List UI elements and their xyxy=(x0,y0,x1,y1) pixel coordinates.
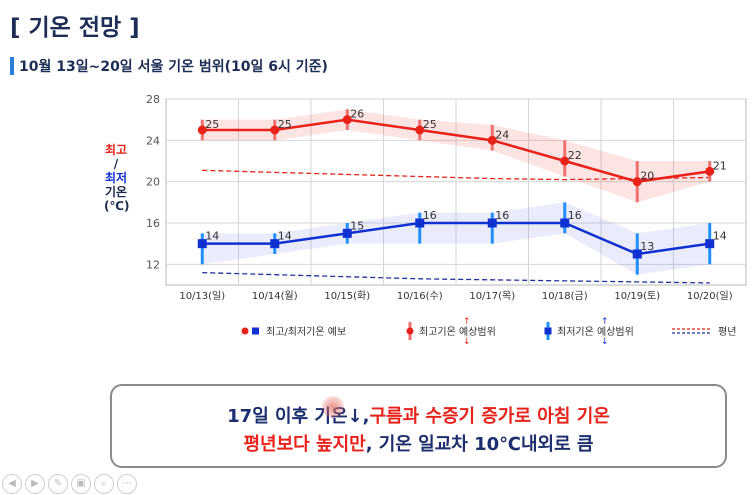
legend-min-down-arrow: ↓ xyxy=(601,337,609,347)
x-tick-label: 10/19(토) xyxy=(614,291,660,302)
legend-min-range-marker xyxy=(544,327,552,335)
min-temp-label: 14 xyxy=(713,230,727,243)
page-subtitle: 10월 13일~20일 서울 기온 범위(10일 6시 기준) xyxy=(19,59,328,75)
max-temp-line xyxy=(202,118,710,183)
legend-max-marker xyxy=(241,327,249,335)
subtitle-accent-bar xyxy=(10,57,14,75)
summary-note-box: 17일 이후 기온↓,구름과 수증기 증가로 아침 기온 평년보다 높지만, 기… xyxy=(110,384,727,468)
more-icon[interactable]: ⋯ xyxy=(117,474,137,494)
min-temp-point xyxy=(270,239,280,249)
legend-max-down-arrow: ↓ xyxy=(463,337,471,347)
copy-icon[interactable]: ▣ xyxy=(71,474,91,494)
note-line-1b: 구름과 수증기 증가로 아침 기온 xyxy=(369,406,610,427)
max-temp-label: 24 xyxy=(495,128,509,141)
min-temp-label: 14 xyxy=(278,230,292,243)
y-tick-label: 16 xyxy=(146,217,160,230)
max-temp-label: 20 xyxy=(640,170,654,183)
legend-max-range: 최고기온 예상범위 xyxy=(419,325,496,338)
x-tick-label: 10/18(금) xyxy=(542,290,588,302)
max-temp-point xyxy=(560,156,570,166)
note-line-2: 평년보다 높지만, 기온 일교차 10℃내외로 큼 xyxy=(112,430,725,456)
legend-max-up-arrow: ↑ xyxy=(463,317,471,327)
min-temp-point xyxy=(342,228,352,238)
min-temp-label: 16 xyxy=(568,209,582,222)
x-tick-label: 10/20(일) xyxy=(687,290,733,302)
y-label-unit: (℃) xyxy=(104,199,130,213)
min-temp-point xyxy=(487,218,497,228)
max-temp-point xyxy=(270,125,280,135)
x-tick-label: 10/17(목) xyxy=(469,290,515,302)
max-temp-label: 25 xyxy=(423,118,437,131)
min-temp-point xyxy=(632,249,642,259)
min-temp-label: 16 xyxy=(495,209,509,222)
max-temp-point xyxy=(705,166,715,176)
legend-max-range-marker xyxy=(406,327,414,335)
page-title: [ 기온 전망 ] xyxy=(10,15,140,41)
note-line-2a: 평년보다 높지만 xyxy=(243,434,366,455)
min-temp-label: 15 xyxy=(350,219,364,232)
legend-min-marker xyxy=(252,327,259,335)
x-tick-label: 10/16(수) xyxy=(397,290,443,302)
min-range-band xyxy=(202,202,710,275)
min-temp-label: 16 xyxy=(423,209,437,222)
legend-min-range: 최저기온 예상범위 xyxy=(557,325,634,338)
max-temp-point xyxy=(487,135,497,145)
min-temp-label: 13 xyxy=(640,240,654,253)
y-axis-label: 최고 / 최저 기온 (℃) xyxy=(104,143,130,213)
min-temp-point xyxy=(705,239,715,249)
legend-min-up-arrow: ↑ xyxy=(601,317,609,327)
y-label-min: 최저 xyxy=(104,171,128,185)
x-tick-label: 10/13(일) xyxy=(179,290,225,302)
back-icon[interactable]: ▶ xyxy=(25,474,45,494)
normal-min-line xyxy=(202,271,710,284)
legend-forecast: 최고/최저기온 예보 xyxy=(266,326,346,338)
zoom-icon[interactable]: ⌕ xyxy=(94,474,114,494)
min-temp-point xyxy=(415,218,425,228)
pen-icon[interactable]: ✎ xyxy=(48,474,68,494)
y-tick-label: 24 xyxy=(146,134,160,147)
mouse-cursor-highlight xyxy=(322,396,344,418)
min-temp-point xyxy=(560,218,570,228)
min-temp-label: 14 xyxy=(205,230,219,243)
y-label-slash: / xyxy=(113,157,119,171)
note-line-2b: , 기온 일교차 10℃내외로 큼 xyxy=(365,434,594,455)
max-temp-point xyxy=(197,125,207,135)
min-temp-line xyxy=(202,221,710,256)
legend-normal: 평년 xyxy=(718,326,736,338)
max-temp-label: 25 xyxy=(205,118,219,131)
y-label-max: 최고 xyxy=(104,143,128,157)
note-line-1a: 17일 이후 기온↓, xyxy=(227,406,370,427)
note-line-1: 17일 이후 기온↓,구름과 수증기 증가로 아침 기온 xyxy=(112,402,725,428)
x-tick-label: 10/15(화) xyxy=(324,290,370,302)
max-temp-label: 25 xyxy=(278,118,292,131)
play-icon[interactable]: ◀ xyxy=(2,474,22,494)
normal-max-line xyxy=(202,169,710,181)
slide-toolbar: ◀ ▶ ✎ ▣ ⌕ ⋯ xyxy=(2,474,137,494)
max-temp-point xyxy=(415,125,425,135)
y-tick-label: 12 xyxy=(146,258,160,271)
y-tick-label: 28 xyxy=(146,93,160,106)
max-temp-point xyxy=(342,115,352,125)
max-temp-label: 22 xyxy=(568,149,582,162)
min-temp-point xyxy=(197,239,207,249)
max-temp-label: 26 xyxy=(350,108,364,121)
max-temp-label: 21 xyxy=(713,159,727,172)
y-tick-label: 20 xyxy=(146,176,160,189)
y-label-temp: 기온 xyxy=(104,185,128,199)
x-tick-label: 10/14(월) xyxy=(252,290,298,302)
max-temp-point xyxy=(632,177,642,187)
